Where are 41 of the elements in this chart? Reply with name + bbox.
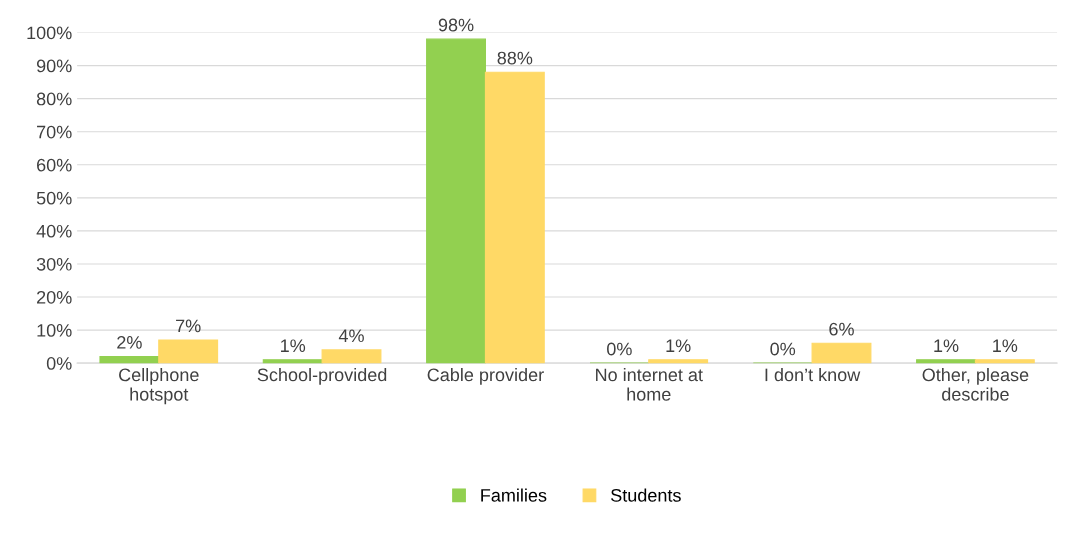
- bar: [484, 71, 545, 364]
- y-tick-label: 30%: [36, 257, 72, 271]
- y-tick-label: 0%: [46, 357, 72, 370]
- bar: [916, 359, 976, 364]
- y-tick-label: 60%: [37, 158, 72, 172]
- y-tick-label: 90%: [36, 59, 72, 73]
- legend-label: Families: [481, 488, 547, 502]
- y-tick-label: 40%: [36, 224, 72, 238]
- y-tick-label: 80%: [36, 92, 72, 106]
- bar: [158, 339, 219, 364]
- legend-label: Students: [611, 488, 681, 502]
- bar: [974, 359, 1035, 364]
- data-label: 1%: [281, 339, 306, 353]
- bar: [262, 359, 323, 364]
- data-label: 0%: [770, 342, 796, 356]
- data-label: 88%: [497, 51, 533, 65]
- data-label: 1%: [666, 339, 691, 353]
- x-tick-label: Other, please describe: [922, 368, 1029, 401]
- bar: [648, 359, 709, 364]
- y-tick-label: 50%: [36, 191, 72, 205]
- bar: [99, 355, 160, 364]
- data-label: 1%: [993, 339, 1018, 353]
- x-tick-label: Cable provider: [427, 368, 544, 385]
- data-label: 2%: [117, 336, 142, 349]
- bar: [321, 349, 382, 364]
- bar: [811, 342, 872, 364]
- y-tick-label: 10%: [37, 324, 72, 337]
- y-tick-label: 100%: [27, 26, 72, 40]
- x-tick-label: Cellphone hotspot: [119, 368, 199, 405]
- data-label: 6%: [829, 322, 854, 336]
- x-tick-label: No internet at home: [596, 368, 703, 401]
- data-label: 1%: [934, 339, 959, 353]
- data-label: 7%: [176, 319, 201, 333]
- x-tick-label: I don’t know: [765, 368, 861, 382]
- y-tick-label: 70%: [37, 125, 72, 139]
- data-label: 98%: [438, 18, 474, 32]
- y-tick-label: 20%: [37, 290, 72, 304]
- data-label: 0%: [607, 342, 632, 356]
- bar: [426, 38, 486, 364]
- x-tick-label: School-provided: [257, 368, 387, 385]
- data-label: 4%: [338, 329, 364, 343]
